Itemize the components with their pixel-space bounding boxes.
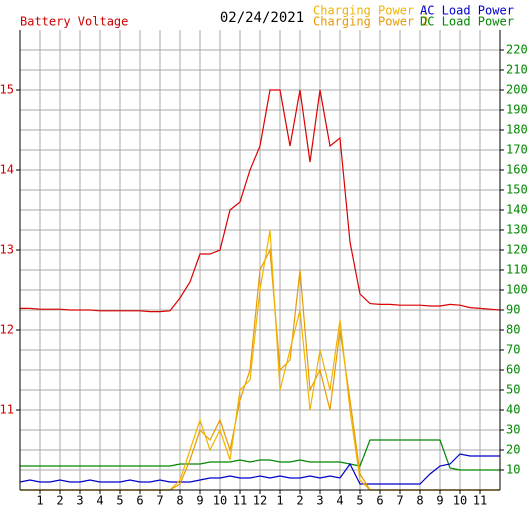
grid [20,30,500,490]
y-tick-label: 14 [0,163,14,177]
y2-tick-label: 90 [506,303,520,317]
y2-tick-label: 50 [506,383,520,397]
y2-tick-label: 210 [506,63,527,77]
x-tick-label: 5 [356,494,363,508]
y2-tick-label: 220 [506,43,527,57]
y2-tick-label: 200 [506,83,527,97]
y-tick-label: 12 [0,323,14,337]
y2-tick-label: 110 [506,263,527,277]
chart-title: 02/24/2021 [220,10,304,26]
y2-tick-label: 120 [506,243,527,257]
y2-tick-label: 130 [506,223,527,237]
y-axis-title: Battery Voltage [20,15,128,29]
y2-tick-label: 20 [506,443,520,457]
y-tick-label: 15 [0,83,14,97]
legend-entry: Charging Power 1 [313,4,429,18]
y2-tick-label: 140 [506,203,527,217]
y2-tick-label: 170 [506,143,527,157]
y2-tick-label: 10 [506,463,520,477]
legend-entry: DC Load Power [420,15,514,29]
x-tick-label: 3 [316,494,323,508]
series-line [20,439,500,471]
y2-tick-label: 70 [506,343,520,357]
x-tick-label: 2 [296,494,303,508]
y2-tick-label: 60 [506,363,520,377]
y2-tick-label: 150 [506,183,527,197]
axes: 1 2 3 4 5 6 7 8 9 10 11 12 1 2 3 4 5 6 7 8 9 10 11102030405060… [0,30,527,508]
x-tick-label: 7 [396,494,403,508]
x-tick-label: 10 [213,494,227,508]
y-tick-label: 13 [0,243,14,257]
y2-tick-label: 80 [506,323,520,337]
x-tick-label: 7 [156,494,163,508]
legend-entry: AC Load Power [420,4,514,18]
x-tick-label: 4 [96,494,103,508]
x-tick-label: 8 [416,494,423,508]
y2-tick-label: 160 [506,163,527,177]
y2-tick-label: 40 [506,403,520,417]
x-tick-label: 12 [253,494,267,508]
x-tick-label: 3 [76,494,83,508]
x-tick-label: 8 [176,494,183,508]
x-tick-label: 6 [376,494,383,508]
y2-tick-label: 180 [506,123,527,137]
y2-tick-label: 100 [506,283,527,297]
x-tick-label: 10 [453,494,467,508]
x-tick-label: 9 [436,494,443,508]
y2-tick-label: 190 [506,103,527,117]
x-tick-label: 11 [233,494,247,508]
series-line [19,453,500,485]
y-tick-label: 11 [0,403,14,417]
x-tick-label: 1 [276,494,283,508]
x-tick-label: 2 [56,494,63,508]
x-tick-label: 6 [136,494,143,508]
legend-entry: Charging Power 2 [313,15,429,29]
y2-tick-label: 30 [506,423,520,437]
x-tick-label: 4 [336,494,343,508]
series-line [20,89,501,313]
x-tick-label: 1 [36,494,43,508]
x-tick-label: 5 [116,494,123,508]
x-tick-label: 11 [473,494,487,508]
x-tick-label: 9 [196,494,203,508]
